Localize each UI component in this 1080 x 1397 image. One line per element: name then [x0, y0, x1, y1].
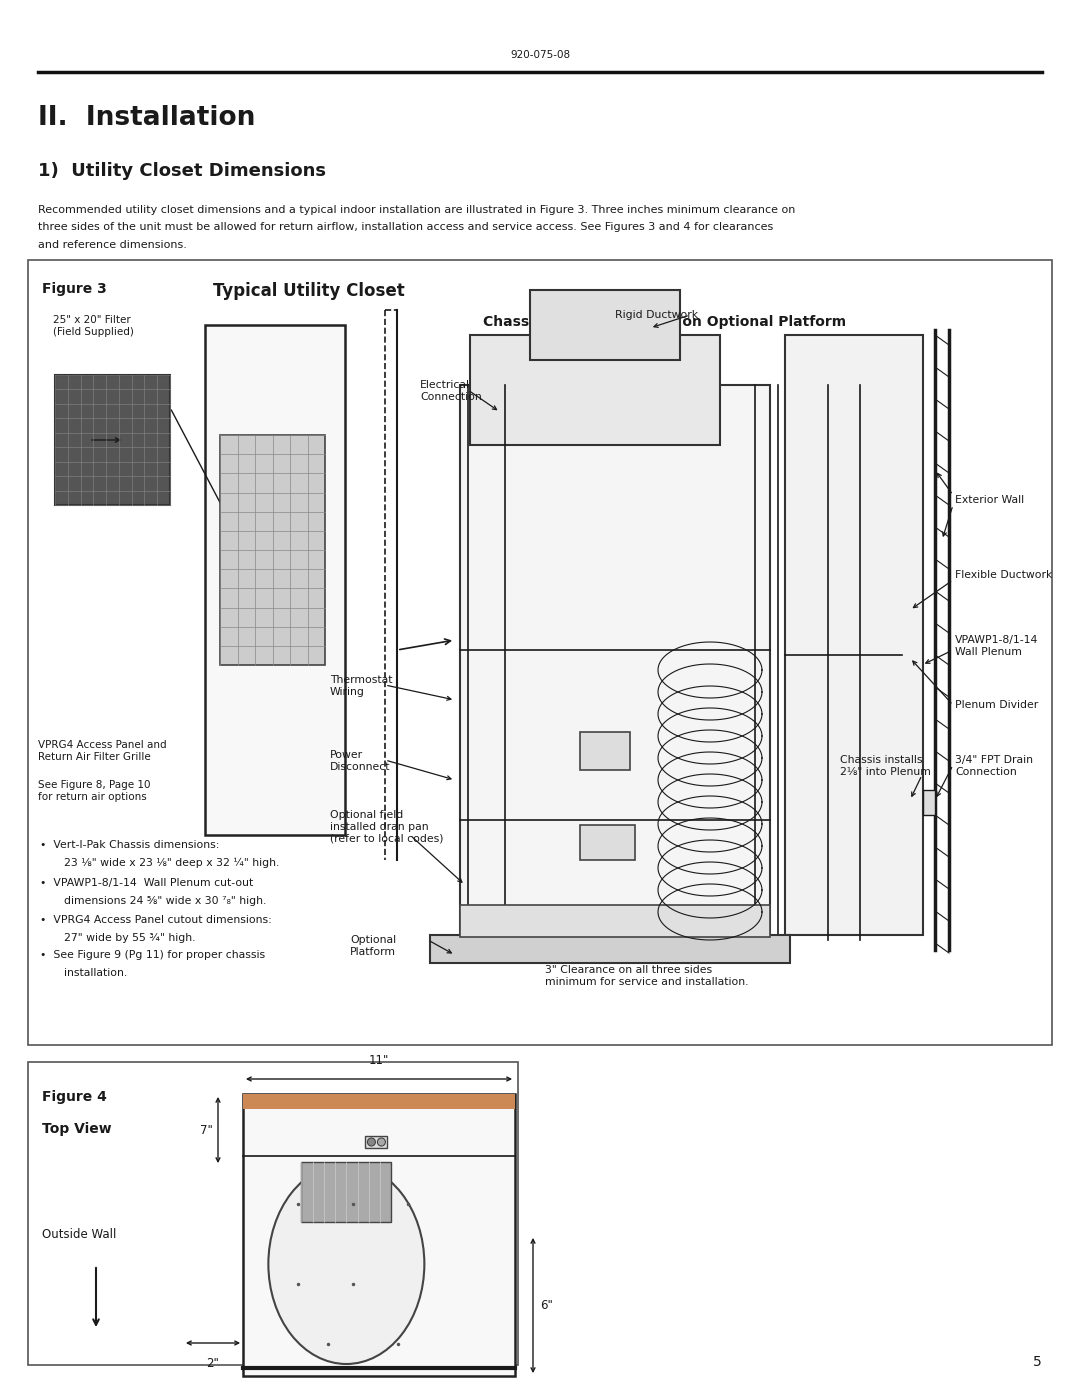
Text: Chassis Shown in Closet, on Optional Platform: Chassis Shown in Closet, on Optional Pla…: [483, 314, 846, 330]
Text: dimensions 24 ⅝" wide x 30 ⁷₈" high.: dimensions 24 ⅝" wide x 30 ⁷₈" high.: [50, 895, 267, 907]
Bar: [470, 335, 720, 446]
Bar: [301, 1162, 391, 1222]
Text: Outside Wall: Outside Wall: [42, 1228, 117, 1242]
Bar: [205, 326, 345, 835]
Text: 6": 6": [540, 1299, 553, 1312]
Text: •  Vert-I-Pak Chassis dimensions:: • Vert-I-Pak Chassis dimensions:: [40, 840, 219, 849]
Text: •  VPRG4 Access Panel cutout dimensions:: • VPRG4 Access Panel cutout dimensions:: [40, 915, 272, 925]
Text: •  See Figure 9 (Pg 11) for proper chassis: • See Figure 9 (Pg 11) for proper chassi…: [40, 950, 265, 960]
Text: 2": 2": [206, 1356, 219, 1370]
Bar: [28, 260, 1052, 1045]
Text: Top View: Top View: [42, 1122, 111, 1136]
Bar: [530, 291, 680, 360]
Text: Flexible Ductwork: Flexible Ductwork: [955, 570, 1052, 580]
Circle shape: [377, 1139, 386, 1146]
Text: Rigid Ductwork: Rigid Ductwork: [615, 310, 698, 320]
Text: 5: 5: [1034, 1355, 1042, 1369]
Text: installation.: installation.: [50, 968, 127, 978]
Text: Power
Disconnect: Power Disconnect: [330, 750, 391, 771]
Circle shape: [367, 1139, 376, 1146]
Bar: [923, 789, 935, 814]
Text: 3" Clearance on all three sides
minimum for service and installation.: 3" Clearance on all three sides minimum …: [545, 965, 748, 986]
Text: 1)  Utility Closet Dimensions: 1) Utility Closet Dimensions: [38, 162, 326, 180]
Text: Optional
Platform: Optional Platform: [350, 935, 396, 957]
Text: See Figure 8, Page 10
for return air options: See Figure 8, Page 10 for return air opt…: [38, 780, 150, 802]
Text: Typical Utility Closet: Typical Utility Closet: [213, 282, 405, 300]
Text: Thermostat
Wiring: Thermostat Wiring: [330, 675, 392, 697]
Ellipse shape: [268, 1164, 424, 1363]
Bar: [460, 905, 770, 937]
Bar: [243, 1094, 515, 1109]
Text: •  VPAWP1-8/1-14  Wall Plenum cut-out: • VPAWP1-8/1-14 Wall Plenum cut-out: [40, 877, 253, 888]
Text: 23 ⅛" wide x 23 ⅛" deep x 32 ¼" high.: 23 ⅛" wide x 23 ⅛" deep x 32 ¼" high.: [50, 858, 280, 868]
Text: Chassis installs
2⅛" into Plenum: Chassis installs 2⅛" into Plenum: [840, 754, 931, 777]
Text: Plenum Divider: Plenum Divider: [955, 700, 1038, 710]
Text: 7": 7": [200, 1123, 213, 1137]
Bar: [365, 1136, 388, 1148]
Text: 3/4" FPT Drain
Connection: 3/4" FPT Drain Connection: [955, 754, 1032, 777]
Bar: [785, 335, 923, 935]
Bar: [28, 1062, 518, 1365]
Text: three sides of the unit must be allowed for return airflow, installation access : three sides of the unit must be allowed …: [38, 222, 773, 232]
Bar: [55, 374, 170, 504]
Text: Recommended utility closet dimensions and a typical indoor installation are illu: Recommended utility closet dimensions an…: [38, 205, 795, 215]
Text: Figure 4: Figure 4: [42, 1090, 107, 1104]
Text: 27" wide by 55 ¾" high.: 27" wide by 55 ¾" high.: [50, 933, 195, 943]
Text: Figure 3: Figure 3: [42, 282, 107, 296]
Text: 11": 11": [368, 1053, 389, 1067]
Text: II.  Installation: II. Installation: [38, 105, 255, 131]
Bar: [580, 826, 635, 861]
Bar: [580, 732, 630, 770]
Text: and reference dimensions.: and reference dimensions.: [38, 240, 187, 250]
Text: VPRG4 Access Panel and
Return Air Filter Grille: VPRG4 Access Panel and Return Air Filter…: [38, 740, 166, 761]
Text: VPAWP1-8/1-14
Wall Plenum: VPAWP1-8/1-14 Wall Plenum: [955, 636, 1038, 657]
Text: 25" x 20" Filter
(Field Supplied): 25" x 20" Filter (Field Supplied): [53, 314, 134, 337]
Text: Electrical
Connection: Electrical Connection: [420, 380, 482, 401]
Bar: [430, 935, 789, 963]
Bar: [243, 1094, 515, 1376]
Text: 920-075-08: 920-075-08: [510, 50, 570, 60]
Bar: [460, 386, 770, 940]
Text: Exterior Wall: Exterior Wall: [955, 495, 1024, 504]
Bar: [220, 434, 325, 665]
Text: Optional field
installed dran pan
(refer to local codes): Optional field installed dran pan (refer…: [330, 810, 444, 844]
